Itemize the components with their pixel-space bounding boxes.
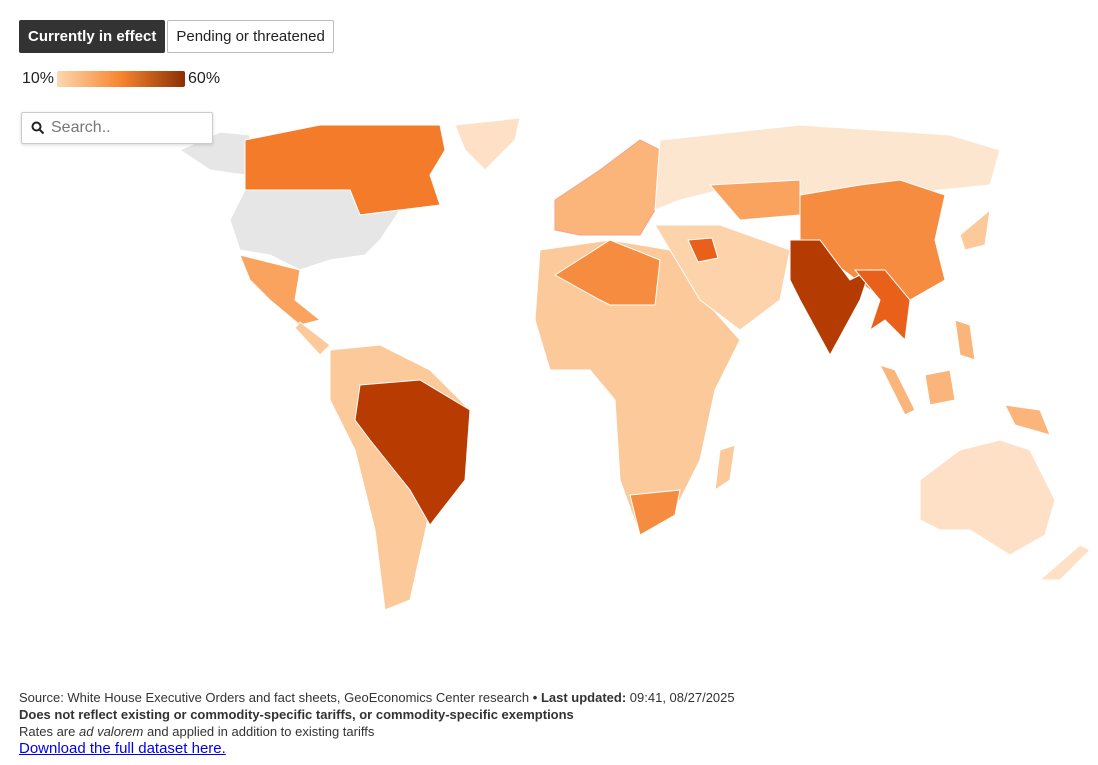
tab-group: Currently in effect Pending or threatene… (19, 20, 334, 53)
india (789, 239, 871, 357)
north-africa (554, 239, 661, 306)
legend-max: 60% (188, 70, 221, 87)
note: Does not reflect existing or commodity-s… (19, 707, 574, 722)
new-guinea (1004, 404, 1051, 436)
tab[interactable]: Pending or threatened (167, 20, 334, 53)
search-placeholder: Search.. (51, 119, 111, 136)
south-africa (629, 489, 681, 536)
mexico (239, 254, 322, 326)
download-link[interactable]: Download the full dataset here. (19, 740, 226, 757)
borneo (924, 369, 956, 406)
updated-value: 09:41, 08/27/2025 (629, 690, 735, 705)
brazil (354, 379, 471, 526)
new-zealand (1038, 544, 1091, 581)
southeast-asia (853, 269, 911, 342)
madagascar (714, 444, 736, 492)
world-map (178, 117, 1091, 611)
updated-label: Last updated: (540, 690, 627, 705)
search-icon (31, 121, 45, 135)
japan (959, 208, 991, 251)
rates-suffix: and applied in addition to existing tari… (146, 724, 375, 739)
middle-east (654, 224, 791, 331)
legend-gradient (57, 71, 186, 87)
philippines (954, 319, 976, 361)
syria-iraq (687, 237, 719, 263)
central-asia (708, 179, 801, 221)
central-america (294, 321, 331, 356)
rates-prefix: Rates are (19, 724, 76, 739)
search-box[interactable]: Search.. (21, 112, 213, 144)
separator: • (532, 690, 538, 705)
europe (554, 139, 661, 236)
legend: 10% 60% (22, 70, 220, 88)
rates-italic: ad valorem (79, 724, 144, 739)
legend-min: 10% (22, 70, 55, 87)
tab[interactable]: Currently in effect (19, 20, 166, 53)
source: Source: White House Executive Orders and… (19, 690, 530, 705)
sumatra (879, 364, 916, 416)
australia (919, 439, 1056, 556)
footer: Source: White House Executive Orders and… (19, 689, 735, 757)
greenland (454, 117, 521, 171)
usa (229, 189, 402, 271)
